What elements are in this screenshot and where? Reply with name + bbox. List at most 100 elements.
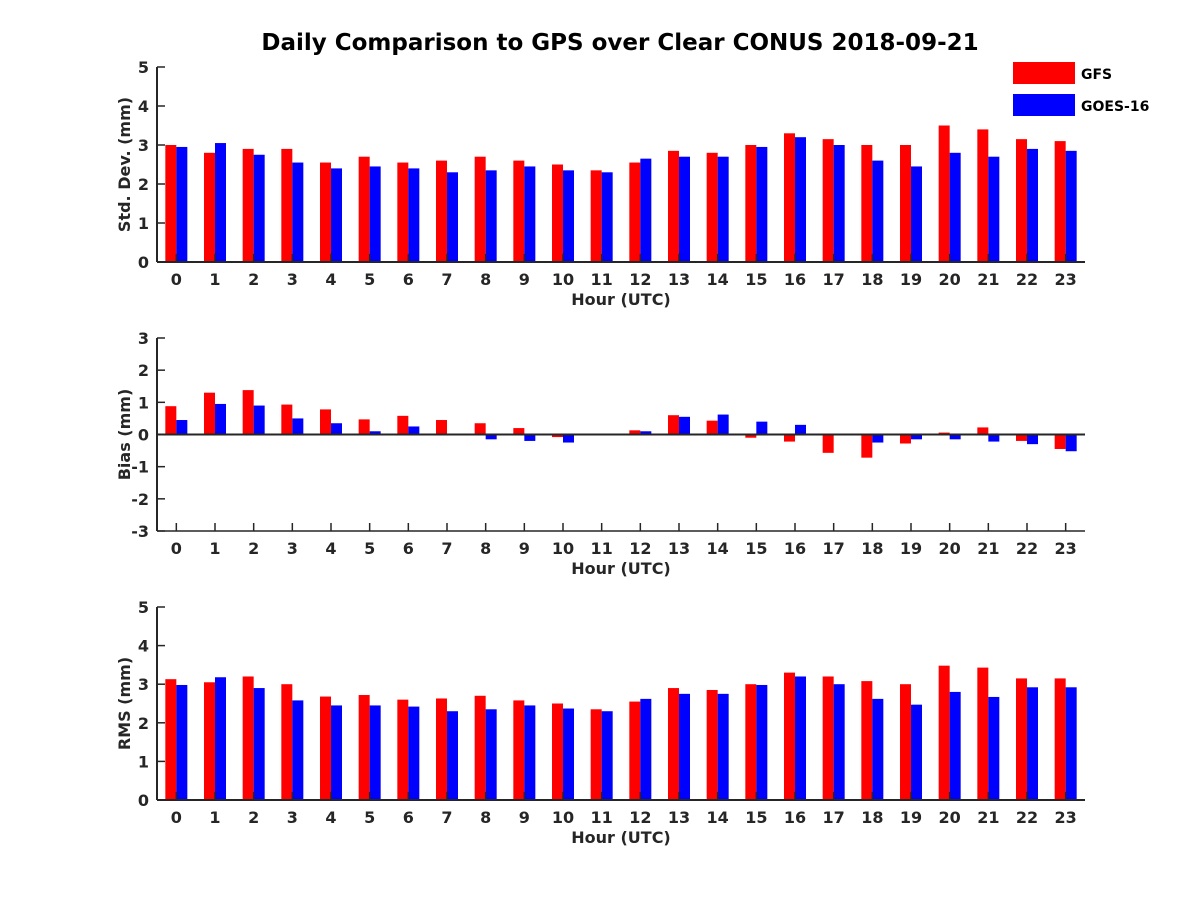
bias-xtick-label: 0 <box>171 539 182 558</box>
stddev-bar-gfs-1 <box>204 152 215 262</box>
stddev-bar-gfs-8 <box>474 156 486 262</box>
bias-xtick-label: 4 <box>325 539 336 558</box>
bias-bar-goes16-18 <box>872 434 884 443</box>
stddev-xtick-label: 22 <box>1016 270 1038 289</box>
rms-bar-goes16-4 <box>331 705 342 800</box>
stddev-xtick-label: 20 <box>939 270 961 289</box>
stddev-bar-goes16-23 <box>1065 150 1077 262</box>
bias-xtick-label: 12 <box>629 539 651 558</box>
rms-xtick-label: 14 <box>707 808 729 827</box>
bias-bar-gfs-3 <box>281 404 293 435</box>
rms-bar-gfs-8 <box>474 695 486 800</box>
stddev-bar-goes16-12 <box>640 158 652 262</box>
stddev-bar-goes16-9 <box>524 166 536 262</box>
bias-bar-gfs-6 <box>397 415 409 435</box>
bias-bar-gfs-23 <box>1054 434 1066 449</box>
bias-bar-gfs-2 <box>242 390 254 435</box>
stddev-bar-gfs-13 <box>668 150 679 262</box>
rms-xtick-label: 8 <box>480 808 491 827</box>
rms-xtick-label: 15 <box>745 808 767 827</box>
stddev-xtick-label: 18 <box>861 270 883 289</box>
stddev-ytick-label: 3 <box>138 136 149 155</box>
rms-bar-goes16-3 <box>292 700 304 800</box>
bias-bar-gfs-17 <box>822 434 834 453</box>
rms-bar-gfs-14 <box>706 689 718 800</box>
rms-bar-goes16-16 <box>795 676 806 800</box>
stddev-ytick-label: 5 <box>138 58 149 77</box>
rms-bar-gfs-15 <box>745 684 757 800</box>
stddev-bar-goes16-18 <box>872 160 884 262</box>
stddev-bar-goes16-17 <box>833 145 845 262</box>
stddev-bar-goes16-20 <box>949 152 961 262</box>
stddev-xtick-label: 6 <box>403 270 414 289</box>
legend-swatch-goes16 <box>1013 94 1075 116</box>
bias-xtick-label: 5 <box>364 539 375 558</box>
stddev-ylabel: Std. Dev. (mm) <box>115 97 134 232</box>
bias-xtick-label: 3 <box>287 539 298 558</box>
rms-bar-gfs-7 <box>436 698 447 800</box>
bias-bar-gfs-15 <box>745 434 757 438</box>
rms-xtick-label: 19 <box>900 808 922 827</box>
bias-xtick-label: 8 <box>480 539 491 558</box>
stddev-xtick-label: 17 <box>823 270 845 289</box>
stddev-xtick-label: 1 <box>209 270 220 289</box>
stddev-bar-gfs-19 <box>900 145 911 262</box>
rms-xtick-label: 10 <box>552 808 574 827</box>
rms-bar-goes16-9 <box>524 705 536 800</box>
rms-bar-gfs-13 <box>668 688 679 800</box>
bias-bar-gfs-18 <box>861 434 873 458</box>
bias-bar-gfs-13 <box>668 415 679 435</box>
rms-bar-goes16-10 <box>563 708 574 800</box>
bias-xtick-label: 22 <box>1016 539 1038 558</box>
rms-bar-gfs-3 <box>281 684 293 800</box>
bias-xtick-label: 9 <box>519 539 530 558</box>
stddev-bar-gfs-6 <box>397 162 409 262</box>
rms-bar-goes16-23 <box>1065 687 1077 800</box>
bias-bar-gfs-19 <box>900 434 911 444</box>
rms-bar-goes16-11 <box>601 711 613 800</box>
bias-xtick-label: 7 <box>441 539 452 558</box>
bias-bar-gfs-8 <box>474 423 486 435</box>
bias-bar-goes16-16 <box>795 424 806 435</box>
bias-bar-goes16-0 <box>176 420 188 435</box>
rms-bar-goes16-17 <box>833 684 845 800</box>
bias-ytick-label: -1 <box>131 458 149 477</box>
stddev-bar-goes16-2 <box>253 154 265 262</box>
bias-xtick-label: 15 <box>745 539 767 558</box>
stddev-bar-goes16-15 <box>756 146 768 262</box>
bias-xtick-label: 14 <box>707 539 729 558</box>
rms-xtick-label: 3 <box>287 808 298 827</box>
stddev-bar-goes16-21 <box>988 156 1000 262</box>
rms-bar-gfs-1 <box>204 682 215 800</box>
rms-bar-goes16-14 <box>717 693 729 800</box>
rms-bar-gfs-20 <box>938 665 950 800</box>
rms-bar-gfs-6 <box>397 699 409 800</box>
stddev-bar-goes16-16 <box>795 137 806 262</box>
rms-xtick-label: 1 <box>209 808 220 827</box>
bias-xlabel: Hour (UTC) <box>571 559 671 578</box>
stddev-xtick-label: 13 <box>668 270 690 289</box>
bias-ytick-label: -3 <box>131 522 149 541</box>
stddev-xtick-label: 7 <box>441 270 452 289</box>
rms-bar-goes16-7 <box>447 711 458 800</box>
stddev-xtick-label: 10 <box>552 270 574 289</box>
stddev-xtick-label: 12 <box>629 270 651 289</box>
rms-xtick-label: 13 <box>668 808 690 827</box>
stddev-bar-gfs-4 <box>320 162 331 262</box>
rms-bar-gfs-22 <box>1016 678 1027 800</box>
rms-bar-gfs-23 <box>1054 678 1066 800</box>
bias-bar-gfs-21 <box>977 427 989 435</box>
stddev-xtick-label: 9 <box>519 270 530 289</box>
rms-xtick-label: 18 <box>861 808 883 827</box>
bias-xtick-label: 13 <box>668 539 690 558</box>
bias-bar-goes16-4 <box>331 423 342 435</box>
rms-bar-gfs-4 <box>320 696 331 800</box>
bias-bar-goes16-15 <box>756 421 768 435</box>
rms-bar-gfs-21 <box>977 667 989 800</box>
rms-xtick-label: 0 <box>171 808 182 827</box>
rms-ytick-label: 4 <box>138 637 149 656</box>
bias-bar-goes16-1 <box>215 403 226 435</box>
stddev-bar-gfs-3 <box>281 148 293 262</box>
rms-xtick-label: 6 <box>403 808 414 827</box>
